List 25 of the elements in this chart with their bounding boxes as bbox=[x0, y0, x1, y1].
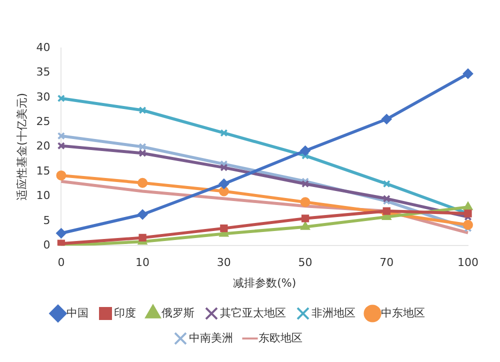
x-axis-title: 减排参数(%) bbox=[233, 276, 296, 290]
y-tick-label: 0 bbox=[43, 238, 50, 252]
legend-label: 中国 bbox=[66, 306, 88, 320]
legend-label: 非洲地区 bbox=[312, 306, 356, 320]
y-tick-label: 5 bbox=[43, 214, 50, 227]
legend-label: 中南美洲 bbox=[189, 331, 233, 344]
y-tick-label: 40 bbox=[36, 40, 50, 54]
y-tick-label: 25 bbox=[36, 114, 50, 128]
legend-label: 东欧地区 bbox=[258, 331, 302, 344]
y-axis-title: 适应性基金(十亿美元) bbox=[15, 93, 28, 201]
x-tick-label: 50 bbox=[298, 256, 312, 270]
legend-label: 印度 bbox=[114, 306, 136, 320]
x-tick-label: 0 bbox=[58, 256, 65, 270]
legend-label: 其它亚太地区 bbox=[220, 306, 286, 320]
x-tick-label: 10 bbox=[136, 256, 150, 270]
y-tick-label: 30 bbox=[36, 90, 50, 104]
legend-label: 俄罗斯 bbox=[162, 306, 194, 320]
y-tick-label: 35 bbox=[36, 66, 50, 79]
legend-label: 中东地区 bbox=[381, 306, 425, 320]
x-tick-label: 100 bbox=[458, 256, 478, 270]
y-tick-label: 10 bbox=[36, 189, 50, 202]
y-tick-label: 15 bbox=[36, 164, 50, 178]
x-tick-label: 30 bbox=[216, 256, 231, 270]
x-tick-label: 70 bbox=[380, 256, 394, 270]
y-tick-label: 20 bbox=[36, 140, 50, 153]
